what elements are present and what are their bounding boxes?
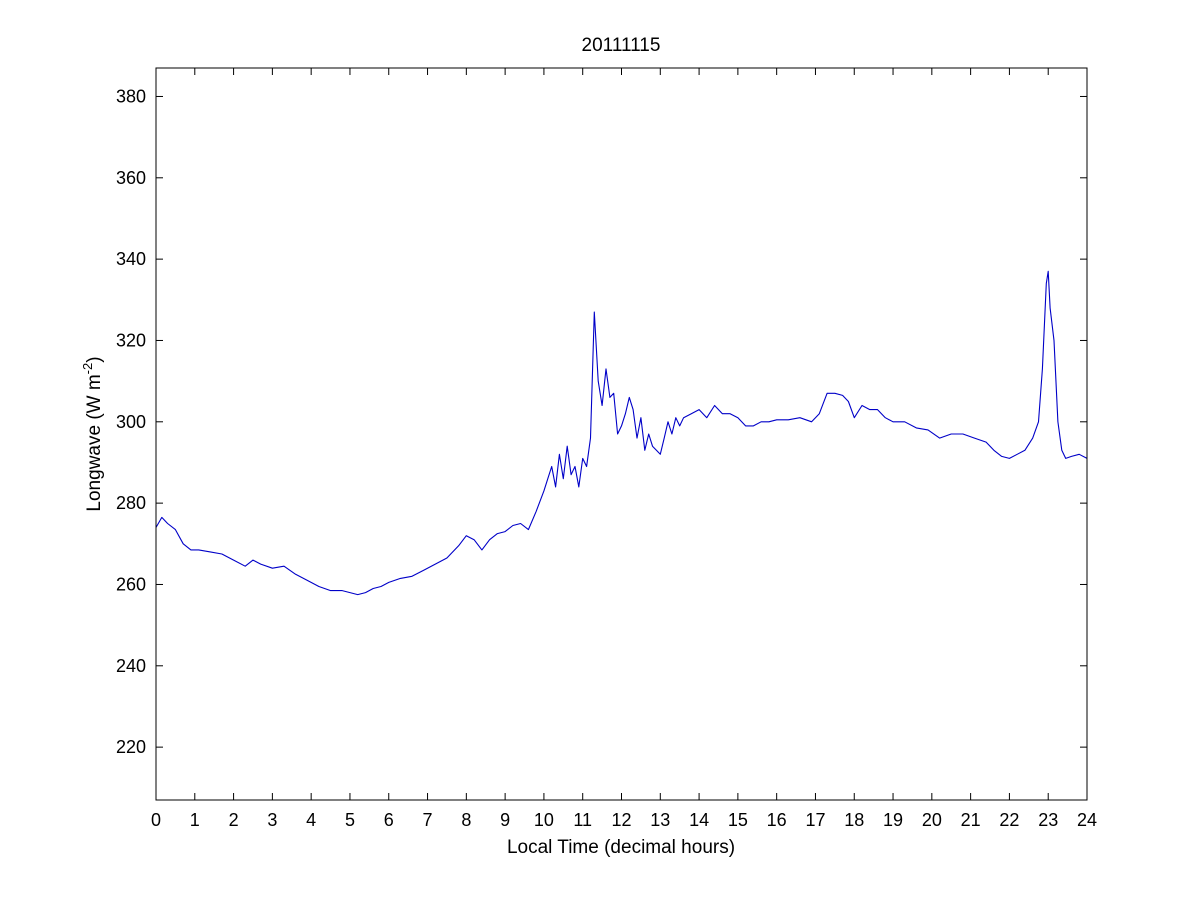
y-tick-label: 300	[116, 412, 146, 432]
chart-title: 20111115	[582, 35, 661, 56]
x-axis-ticks: 0 1 2 3 4 5 6 7 8 9 10 11 12 13 14 15 16 17 18 19 20 21 22 23 24	[151, 68, 1097, 830]
x-tick-label: 22	[999, 810, 1019, 830]
x-tick-label: 16	[767, 810, 787, 830]
plot-background	[156, 68, 1087, 800]
plot-area: 0 1 2 3 4 5 6 7 8 9 10 11 12 13 14 15 16 17 18 19 20 21 22 23 24…	[116, 67, 1097, 830]
y-axis-ticks: 220 240 260 280 300 320 340 360 380	[116, 86, 1087, 757]
y-axis-title-close: )	[84, 356, 105, 362]
x-tick-label: 10	[534, 810, 554, 830]
x-tick-label: 7	[423, 810, 433, 830]
longwave-series-line	[155, 270, 1088, 596]
y-tick-label: 340	[116, 249, 146, 269]
x-tick-label: 11	[573, 810, 592, 830]
x-axis-title: Local Time (decimal hours)	[507, 837, 735, 858]
x-tick-label: 17	[805, 810, 825, 830]
x-tick-label: 24	[1077, 810, 1097, 830]
x-tick-label: 13	[650, 810, 670, 830]
x-tick-label: 1	[190, 810, 200, 830]
x-tick-label: 18	[844, 810, 864, 830]
y-axis-title-base: Longwave (W m	[84, 374, 105, 511]
x-tick-label: 6	[384, 810, 394, 830]
y-tick-label: 320	[116, 330, 146, 350]
x-tick-label: 2	[229, 810, 239, 830]
x-tick-label: 5	[345, 810, 355, 830]
y-tick-label: 260	[116, 574, 146, 594]
y-axis-title: Longwave (W m-2)	[80, 356, 105, 511]
x-tick-label: 19	[883, 810, 903, 830]
y-tick-label: 280	[116, 493, 146, 513]
x-tick-label: 12	[611, 810, 631, 830]
y-axis-title-superscript: -2	[80, 363, 95, 375]
x-tick-label: 20	[922, 810, 942, 830]
x-tick-label: 14	[689, 810, 709, 830]
x-tick-label: 9	[500, 810, 510, 830]
x-tick-label: 3	[267, 810, 277, 830]
x-tick-label: 4	[306, 810, 316, 830]
data-layer	[155, 270, 1088, 596]
x-tick-label: 23	[1038, 810, 1058, 830]
x-tick-label: 15	[728, 810, 748, 830]
y-tick-label: 220	[116, 737, 146, 757]
y-tick-label: 360	[116, 168, 146, 188]
x-tick-label: 21	[961, 810, 981, 830]
y-tick-label: 380	[116, 86, 146, 106]
x-tick-label: 0	[151, 810, 161, 830]
x-tick-label: 8	[461, 810, 471, 830]
y-tick-label: 240	[116, 656, 146, 676]
